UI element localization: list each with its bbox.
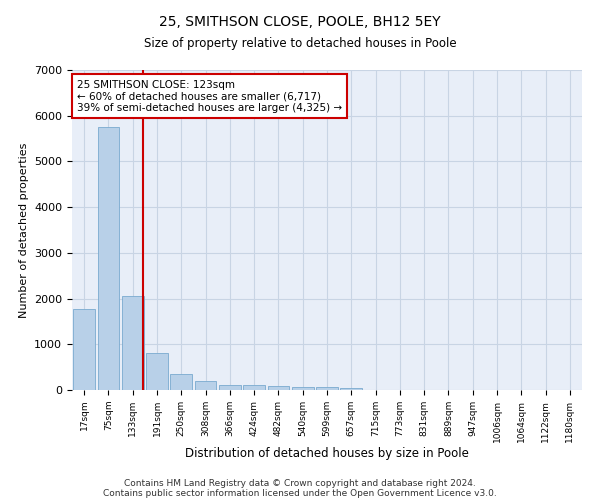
- Bar: [292, 386, 314, 390]
- Bar: [170, 374, 192, 390]
- Bar: [316, 388, 338, 390]
- X-axis label: Distribution of detached houses by size in Poole: Distribution of detached houses by size …: [185, 448, 469, 460]
- Bar: [194, 382, 217, 390]
- Bar: [243, 386, 265, 390]
- Text: 25, SMITHSON CLOSE, POOLE, BH12 5EY: 25, SMITHSON CLOSE, POOLE, BH12 5EY: [159, 15, 441, 29]
- Bar: [340, 388, 362, 390]
- Text: 25 SMITHSON CLOSE: 123sqm
← 60% of detached houses are smaller (6,717)
39% of se: 25 SMITHSON CLOSE: 123sqm ← 60% of detac…: [77, 80, 342, 113]
- Text: Contains public sector information licensed under the Open Government Licence v3: Contains public sector information licen…: [103, 488, 497, 498]
- Bar: [219, 384, 241, 390]
- Text: Size of property relative to detached houses in Poole: Size of property relative to detached ho…: [143, 38, 457, 51]
- Y-axis label: Number of detached properties: Number of detached properties: [19, 142, 29, 318]
- Text: Contains HM Land Registry data © Crown copyright and database right 2024.: Contains HM Land Registry data © Crown c…: [124, 478, 476, 488]
- Bar: [146, 352, 168, 390]
- Bar: [268, 386, 289, 390]
- Bar: [122, 296, 143, 390]
- Bar: [73, 308, 95, 390]
- Bar: [97, 127, 119, 390]
